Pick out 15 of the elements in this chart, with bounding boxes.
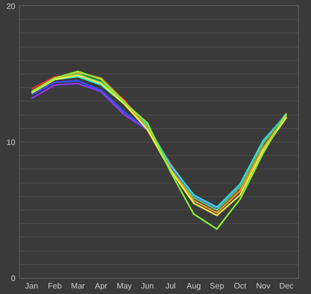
x-tick-label: Nov	[256, 282, 270, 291]
x-tick-label: Apr	[94, 282, 108, 291]
x-tick-label: Feb	[48, 282, 62, 291]
x-tick-label: Dec	[279, 282, 294, 291]
y-tick-label: 20	[6, 2, 16, 11]
y-tick-label: 10	[6, 138, 16, 147]
x-tick-label: Mar	[71, 282, 86, 291]
x-tick-label: Jan	[25, 282, 38, 291]
y-tick-label: 0	[10, 274, 16, 283]
x-tick-label: Sep	[210, 282, 225, 291]
x-tick-label: May	[116, 282, 132, 291]
x-tick-label: Jun	[140, 282, 154, 291]
x-tick-label: Jul	[165, 282, 176, 291]
x-tick-label: Oct	[234, 282, 248, 291]
x-tick-label: Aug	[186, 282, 201, 291]
